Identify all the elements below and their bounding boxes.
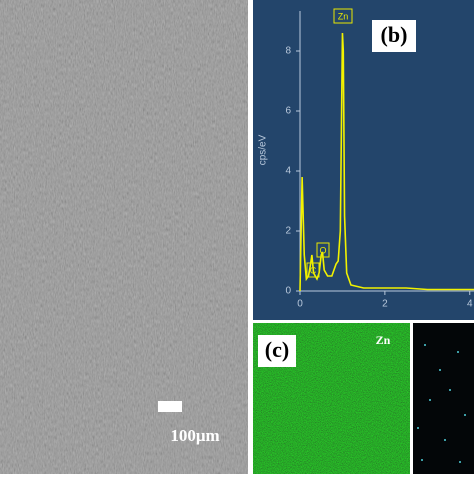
y-tick-label: 2 [285,226,291,237]
spectrum-line [299,32,474,292]
scale-bar [158,401,182,412]
label-box [258,335,296,367]
y-axis-label: cps/eV [258,134,269,165]
peak-label: Zn [338,11,349,21]
panel-label: (b) [381,22,408,47]
scale-label: 100μm [170,426,219,445]
peak-label-box [316,242,330,258]
panel-label: (c) [265,337,289,362]
map-dots [417,344,466,463]
spectrum-panel [253,0,474,320]
peak-label: O [319,245,326,255]
sem-texture [0,0,248,474]
y-tick-label: 0 [285,286,291,297]
label-box [372,20,416,52]
x-tick-label: 4 [467,299,473,310]
y-tick-label: 8 [285,46,291,57]
map-element-label: Zn [376,333,391,347]
x-tick-label: 2 [382,299,388,310]
y-tick-label: 6 [285,106,291,117]
peak-label-box [333,8,353,24]
peak-label: C [310,265,317,275]
x-tick-label: 0 [297,299,303,310]
element-map [413,323,474,474]
peak-label-box [306,262,320,278]
y-tick-label: 4 [285,166,291,177]
